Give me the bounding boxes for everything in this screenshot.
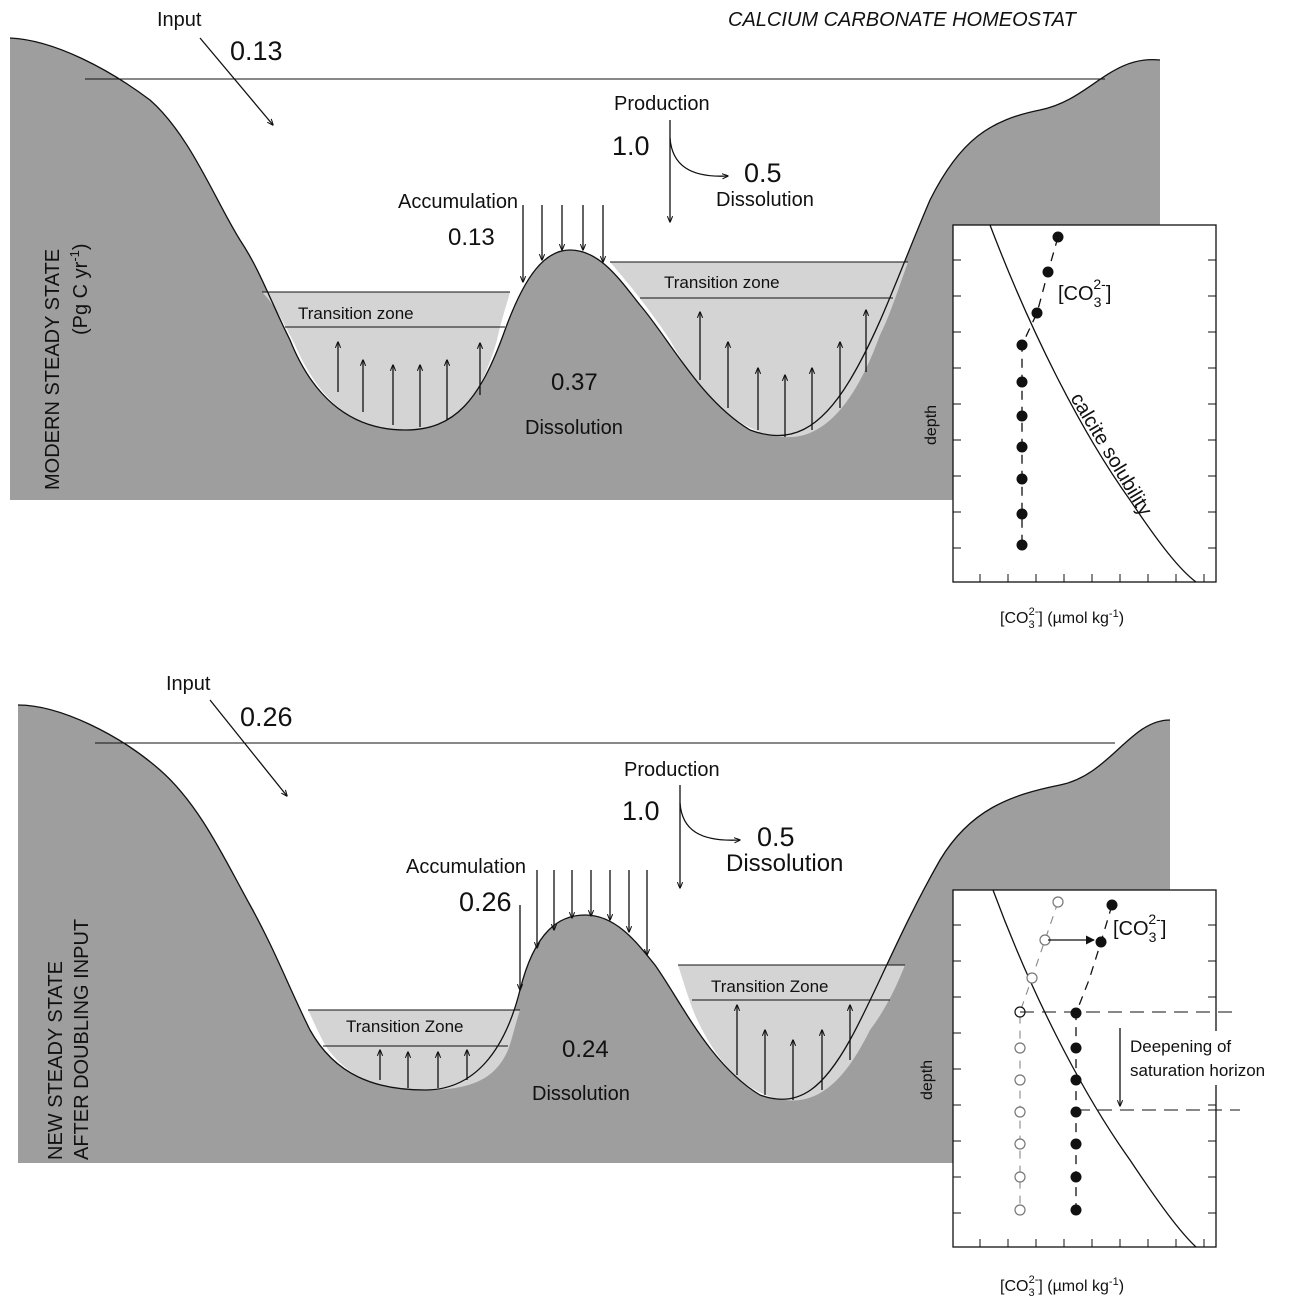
dissolution-arrows-right-doubled [737, 1005, 850, 1100]
svg-text:AFTER DOUBLING INPUT: AFTER DOUBLING INPUT [71, 919, 93, 1160]
surface-dissolution-label-modern: Dissolution [716, 189, 814, 211]
seafloor-modern [10, 38, 1160, 500]
dissolution-arrows-left-modern [338, 342, 480, 427]
svg-text:(Pg C yr-1): (Pg C yr-1) [67, 243, 92, 335]
input-arrow-doubled [209, 699, 287, 796]
surface-dissolution-value-modern: 0.5 [744, 158, 782, 188]
accumulation-label-doubled: Accumulation [406, 856, 526, 878]
production-value-modern: 1.0 [612, 131, 650, 161]
input-value-modern: 0.13 [230, 36, 283, 66]
production-value-doubled: 1.0 [622, 796, 660, 826]
accumulation-value-modern: 0.13 [448, 224, 495, 251]
depth-axis-label-modern: depth [923, 405, 940, 445]
accumulation-arrows-doubled [520, 870, 647, 990]
surface-dissolution-label-doubled: Dissolution [726, 850, 843, 877]
transition-zone-right-label-doubled: Transition Zone [711, 977, 828, 996]
side-label-doubled: NEW STEADY STATE AFTER DOUBLING INPUT [45, 919, 93, 1160]
deepening-annotation-1: Deepening of [1130, 1037, 1231, 1056]
accumulation-label-modern: Accumulation [398, 191, 518, 213]
transition-zone-right-doubled [678, 965, 905, 1101]
input-label-doubled: Input [166, 673, 211, 695]
co3-new-points-doubled [1070, 899, 1118, 1216]
deep-dissolution-label-modern: Dissolution [525, 417, 623, 439]
surface-dissolution-arrow-doubled [679, 802, 740, 840]
transition-zone-left-label-modern: Transition zone [298, 304, 414, 323]
input-value-doubled: 0.26 [240, 702, 293, 732]
calcite-solubility-curve-modern [989, 224, 1197, 583]
depth-axis-label-doubled: depth [919, 1060, 936, 1100]
co3-series-label-modern: [CO32-] [1058, 276, 1111, 310]
inset-plot-modern: [CO32-] calcite solubility depth [CO32-]… [923, 224, 1217, 631]
deep-dissolution-label-doubled: Dissolution [532, 1083, 630, 1105]
deep-dissolution-value-modern: 0.37 [551, 369, 598, 396]
x-axis-label-doubled: [CO32-] (µmol kg-1) [1000, 1274, 1124, 1299]
surface-dissolution-arrow-modern [669, 137, 728, 176]
inset-plot-doubled: [CO32-] Deepening of saturation horizon … [919, 889, 1295, 1299]
input-arrow-modern [199, 37, 273, 125]
panel-doubled: Input 0.26 Production 1.0 0.5 Dissolutio… [17, 673, 1295, 1299]
production-label-doubled: Production [624, 759, 720, 781]
co3-series-label-doubled: [CO32-] [1113, 911, 1166, 945]
side-label-modern: MODERN STEADY STATE (Pg C yr-1) [42, 243, 92, 490]
input-label-modern: Input [157, 9, 202, 31]
svg-text:NEW STEADY STATE: NEW STEADY STATE [45, 961, 67, 1160]
dissolution-arrows-left-doubled [380, 1050, 467, 1088]
seafloor-doubled [18, 705, 1170, 1163]
svg-text:MODERN STEADY STATE: MODERN STEADY STATE [42, 249, 64, 490]
dissolution-arrows-right-modern [700, 310, 866, 437]
accumulation-arrows-modern [523, 205, 603, 282]
production-label-modern: Production [614, 93, 710, 115]
x-axis-label-modern: [CO32-] (µmol kg-1) [1000, 606, 1124, 631]
deep-dissolution-value-doubled: 0.24 [562, 1036, 609, 1063]
accumulation-value-doubled: 0.26 [459, 887, 512, 917]
co3-points-modern [1016, 231, 1064, 551]
transition-zone-left-label-doubled: Transition Zone [346, 1017, 463, 1036]
transition-zone-right-label-modern: Transition zone [664, 273, 780, 292]
panel-modern: Input 0.13 Production 1.0 0.5 Dissolutio… [9, 9, 1217, 631]
surface-dissolution-value-doubled: 0.5 [757, 822, 795, 852]
calcite-solubility-curve-doubled [992, 889, 1197, 1248]
figure-title: CALCIUM CARBONATE HOMEOSTAT [728, 9, 1078, 31]
deepening-annotation-2: saturation horizon [1130, 1061, 1265, 1080]
transition-zone-right-modern [610, 262, 908, 438]
